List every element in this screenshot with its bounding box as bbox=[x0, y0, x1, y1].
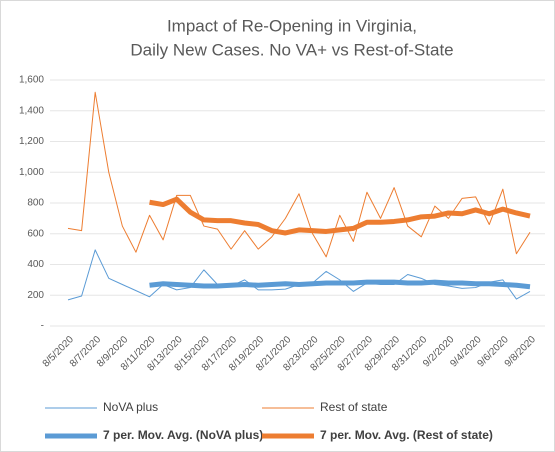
y-tick-label: 200 bbox=[27, 290, 44, 301]
y-tick-label: 1,200 bbox=[19, 136, 44, 147]
line-series bbox=[149, 279, 531, 290]
y-tick-label: - bbox=[41, 321, 44, 332]
y-tick-label: 1,400 bbox=[19, 105, 44, 116]
chart-title: Daily New Cases. No VA+ vs Rest-of-State bbox=[130, 40, 453, 59]
y-tick-label: 400 bbox=[27, 259, 44, 270]
y-tick-label: 800 bbox=[27, 198, 44, 209]
legend-label: 7 per. Mov. Avg. (Rest of state) bbox=[320, 428, 493, 442]
chart-title: Impact of Re-Opening in Virginia, bbox=[167, 16, 417, 35]
y-tick-label: 1,600 bbox=[19, 75, 44, 86]
line-series bbox=[149, 196, 531, 236]
y-tick-label: 600 bbox=[27, 228, 44, 239]
y-tick-label: 1,000 bbox=[19, 167, 44, 178]
legend-label: Rest of state bbox=[320, 400, 388, 414]
legend-label: 7 per. Mov. Avg. (NoVA plus) bbox=[103, 428, 263, 442]
legend-label: NoVA plus bbox=[103, 400, 158, 414]
